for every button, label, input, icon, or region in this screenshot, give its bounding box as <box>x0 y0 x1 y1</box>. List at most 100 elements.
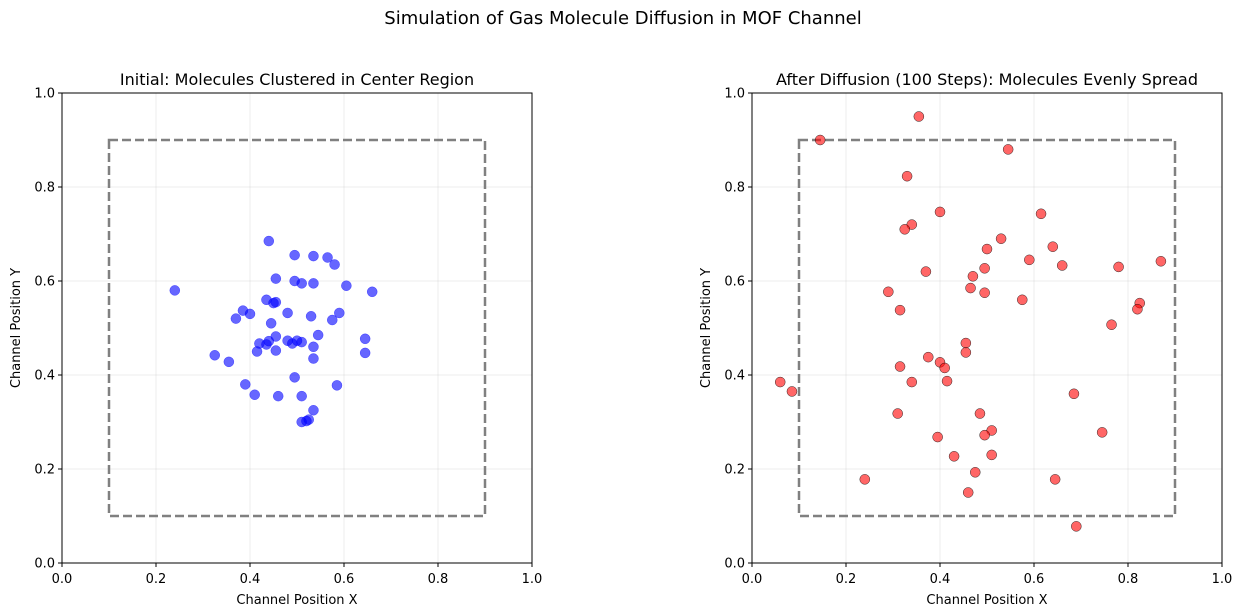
x-tick-label: 0.6 <box>334 572 355 587</box>
y-tick-label: 0.6 <box>724 275 745 290</box>
molecule-point <box>948 451 960 462</box>
molecule-point <box>894 304 906 316</box>
x-tick-label: 0.6 <box>1024 572 1045 587</box>
molecule-point <box>301 415 312 427</box>
molecule-point <box>981 243 993 255</box>
molecule-point <box>289 372 300 383</box>
x-tick-label: 0.4 <box>930 572 951 587</box>
molecule-point <box>240 379 251 390</box>
axes-frame <box>61 92 533 564</box>
molecule-point <box>934 206 946 218</box>
molecule-point <box>967 271 979 282</box>
molecule-point <box>906 376 918 388</box>
molecule-point <box>1035 208 1047 220</box>
molecule-point <box>308 250 319 262</box>
molecule-point <box>1056 260 1068 271</box>
molecule-point <box>1002 144 1014 155</box>
molecule-point <box>913 111 925 122</box>
x-tick-label: 0.8 <box>1118 572 1139 587</box>
molecule-point <box>305 311 317 322</box>
molecule-point <box>786 386 798 397</box>
molecule-point <box>287 338 298 349</box>
channel-boundary <box>797 138 1177 518</box>
molecule-point <box>979 287 990 298</box>
molecule-point <box>1132 303 1143 315</box>
molecule-point <box>859 474 871 485</box>
molecule-point <box>327 314 338 326</box>
molecule-point <box>334 307 345 319</box>
molecule-point <box>230 313 242 324</box>
molecule-point <box>359 347 371 359</box>
molecule-point <box>223 356 235 368</box>
molecule-point <box>289 249 300 261</box>
y-tick-label: 0.4 <box>34 369 55 384</box>
x-tick-label: 0.0 <box>742 572 763 587</box>
molecule-point <box>894 361 906 372</box>
molecule-point <box>1096 427 1108 438</box>
molecule-point <box>995 233 1007 244</box>
molecule-point <box>892 408 903 419</box>
molecule-point <box>1106 319 1117 330</box>
x-axis-label: Channel Position X <box>926 593 1047 608</box>
molecule-point <box>322 252 333 263</box>
molecule-point <box>308 278 319 289</box>
molecule-point <box>209 350 220 361</box>
molecule-point <box>341 280 352 291</box>
molecule-point <box>965 282 976 294</box>
molecule-point <box>1068 388 1080 400</box>
molecule-point <box>366 286 378 298</box>
molecule-point <box>296 278 307 289</box>
figure-suptitle: Simulation of Gas Molecule Diffusion in … <box>384 8 861 29</box>
molecule-point <box>1017 294 1028 306</box>
molecule-point <box>244 308 256 320</box>
molecule-point <box>263 335 275 347</box>
molecule-point <box>939 362 950 374</box>
molecule-point <box>960 347 972 358</box>
panel-title: Initial: Molecules Clustered in Center R… <box>120 70 474 89</box>
panel-initial: Initial: Molecules Clustered in Center R… <box>9 70 542 608</box>
molecule-point <box>270 273 282 284</box>
molecule-point <box>974 408 986 419</box>
molecule-point <box>1155 256 1167 267</box>
molecule-point <box>359 333 371 345</box>
molecule-point <box>312 329 324 341</box>
y-tick-label: 0.8 <box>34 181 55 196</box>
molecule-point <box>932 431 943 443</box>
molecule-point <box>960 337 972 349</box>
molecule-point <box>986 449 997 461</box>
molecule-point <box>970 467 981 478</box>
x-tick-label: 1.0 <box>1212 572 1233 587</box>
x-tick-label: 0.2 <box>146 572 167 587</box>
molecule-point <box>282 307 293 319</box>
y-tick-label: 0.8 <box>724 181 745 196</box>
molecule-point <box>774 376 786 388</box>
molecule-point <box>883 286 894 298</box>
molecule-point <box>308 405 319 416</box>
molecule-point <box>1071 521 1082 532</box>
x-tick-label: 0.4 <box>240 572 261 587</box>
molecule-point <box>329 259 340 270</box>
molecule-point <box>979 429 990 441</box>
molecule-point <box>169 285 181 296</box>
molecule-point <box>249 389 260 400</box>
molecule-point <box>1047 241 1059 252</box>
molecule-point <box>331 380 343 391</box>
molecule-point <box>251 346 263 357</box>
y-tick-label: 0.2 <box>34 463 55 478</box>
y-tick-label: 0.6 <box>34 275 55 290</box>
x-axis-label: Channel Position X <box>236 593 357 608</box>
x-tick-label: 0.0 <box>52 572 73 587</box>
molecule-point <box>1113 261 1124 273</box>
molecule-point <box>899 224 910 235</box>
molecule-point <box>920 266 932 277</box>
molecule-point <box>270 296 282 308</box>
channel-boundary <box>107 138 487 518</box>
molecule-point <box>923 351 934 363</box>
x-tick-label: 0.2 <box>836 572 857 587</box>
y-tick-label: 0.4 <box>724 369 745 384</box>
molecule-point <box>308 353 319 364</box>
y-tick-label: 0.0 <box>724 557 745 572</box>
x-tick-label: 1.0 <box>522 572 543 587</box>
